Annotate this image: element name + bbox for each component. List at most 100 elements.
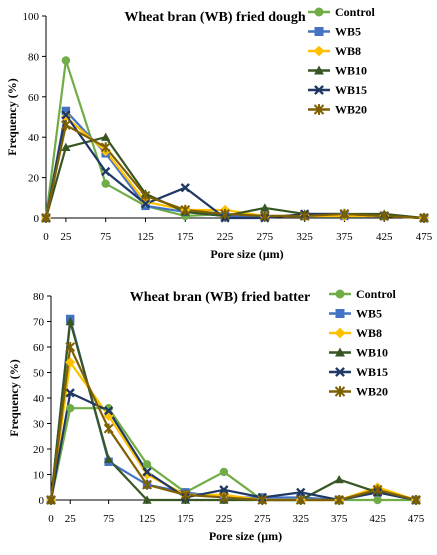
data-point-wb10 — [65, 316, 75, 326]
y-tick-label: 100 — [23, 11, 40, 23]
legend-marker-wb20 — [313, 104, 325, 115]
y-tick-label: 10 — [33, 470, 45, 482]
x-tick-label: 425 — [376, 231, 393, 243]
legend-marker-wb15 — [314, 85, 324, 95]
y-axis-title: Frequency (%) — [7, 359, 21, 436]
x-tick-label: 475 — [408, 513, 425, 525]
x-tick-label: 125 — [139, 513, 156, 525]
data-point-control — [142, 460, 152, 469]
legend-marker-wb5 — [335, 309, 345, 318]
legend-label-control: Control — [356, 287, 396, 301]
y-tick-label: 80 — [33, 291, 45, 303]
x-tick-label: 375 — [331, 513, 348, 525]
legend-label-wb20: WB20 — [356, 385, 388, 399]
data-point-wb20 — [419, 212, 429, 224]
data-point-wb20 — [142, 479, 152, 490]
legend-marker-wb5 — [314, 27, 324, 36]
x-tick-label: 425 — [369, 513, 386, 525]
x-tick-label: 325 — [296, 231, 313, 243]
data-point-wb20 — [140, 190, 151, 201]
x-axis-title: Pore size (µm) — [210, 247, 283, 261]
x-tick-label: 275 — [257, 231, 274, 243]
chart-title: Wheat bran (WB) fried batter — [130, 290, 310, 305]
data-point-wb10 — [104, 454, 114, 463]
data-point-wb20 — [220, 208, 230, 219]
data-point-control — [66, 404, 75, 413]
x-tick-label: 75 — [100, 231, 112, 243]
legend-label-wb15: WB15 — [335, 83, 367, 97]
y-tick-label: 0 — [34, 213, 40, 225]
legend-label-wb5: WB5 — [335, 25, 361, 39]
y-tick-label: 20 — [28, 173, 40, 185]
data-point-wb20 — [339, 208, 350, 219]
data-point-wb20 — [257, 494, 268, 506]
legend-label-wb15: WB15 — [356, 365, 388, 379]
data-point-wb10 — [142, 495, 152, 504]
data-point-wb15 — [61, 110, 71, 120]
legend-marker-wb20 — [334, 386, 346, 397]
data-point-wb20 — [218, 492, 229, 503]
data-point-wb10 — [101, 132, 111, 141]
x-tick-label: 125 — [137, 231, 154, 243]
legend-marker-control — [314, 7, 324, 17]
data-point-wb15 — [140, 199, 151, 209]
x-tick-label: 175 — [177, 231, 194, 243]
x-tick-label: 25 — [60, 231, 72, 243]
series-line-wb15 — [44, 113, 425, 220]
data-point-control — [61, 56, 71, 65]
data-point-wb15 — [142, 467, 152, 477]
data-point-wb10 — [334, 474, 344, 484]
x-tick-label: 375 — [336, 231, 353, 243]
x-tick-label: 25 — [65, 513, 77, 525]
y-tick-label: 60 — [28, 92, 40, 104]
x-tick-label: 475 — [416, 231, 433, 243]
x-tick-label: 225 — [217, 231, 234, 243]
chart-2: 0 10 20 30 40 50 60 70 80 0 25 75 125 175 225 275 325 375… — [7, 287, 425, 543]
data-point-wb20 — [65, 341, 76, 353]
x-tick-label: 0 — [48, 513, 54, 525]
data-point-wb5 — [61, 106, 71, 116]
data-point-wb20 — [295, 494, 306, 506]
data-point-wb20 — [259, 210, 270, 222]
data-point-wb20 — [299, 210, 310, 222]
data-point-wb20 — [103, 423, 114, 434]
chart-title: Wheat bran (WB) fried dough — [124, 10, 305, 25]
y-tick-label: 60 — [33, 342, 45, 354]
data-point-wb20 — [41, 212, 51, 224]
data-point-wb20 — [334, 494, 345, 506]
data-point-wb10 — [61, 142, 71, 151]
legend-marker-wb8 — [334, 327, 346, 339]
data-point-wb8 — [142, 469, 153, 480]
data-point-wb20 — [411, 494, 421, 506]
data-point-wb15 — [219, 485, 229, 495]
data-point-wb8 — [65, 357, 76, 368]
legend-marker-wb15 — [335, 367, 345, 377]
data-point-wb20 — [180, 489, 191, 500]
data-point-control — [101, 179, 110, 188]
x-tick-label: 325 — [292, 513, 309, 525]
legend-marker-wb10 — [335, 347, 345, 357]
x-tick-label: 275 — [254, 513, 271, 525]
legend-label-wb5: WB5 — [356, 307, 382, 321]
data-point-control — [373, 495, 382, 505]
y-tick-label: 30 — [33, 419, 45, 431]
data-point-wb15 — [180, 183, 190, 193]
x-tick-label: 225 — [216, 513, 233, 525]
y-axis-title: Frequency (%) — [5, 78, 19, 155]
data-point-wb15 — [65, 388, 75, 398]
legend-label-wb8: WB8 — [335, 44, 361, 58]
legend-label-wb10: WB10 — [356, 346, 388, 360]
legend-marker-wb10 — [314, 65, 324, 75]
data-point-wb20 — [46, 494, 56, 506]
y-tick-label: 50 — [33, 368, 45, 380]
y-tick-label: 80 — [28, 51, 40, 63]
data-point-wb20 — [100, 142, 111, 153]
x-tick-label: 175 — [177, 513, 194, 525]
data-point-wb8 — [60, 111, 71, 123]
x-tick-label: 75 — [103, 513, 115, 525]
y-tick-label: 40 — [33, 393, 45, 405]
legend-label-control: Control — [335, 5, 375, 19]
legend-label-wb10: WB10 — [335, 64, 367, 78]
